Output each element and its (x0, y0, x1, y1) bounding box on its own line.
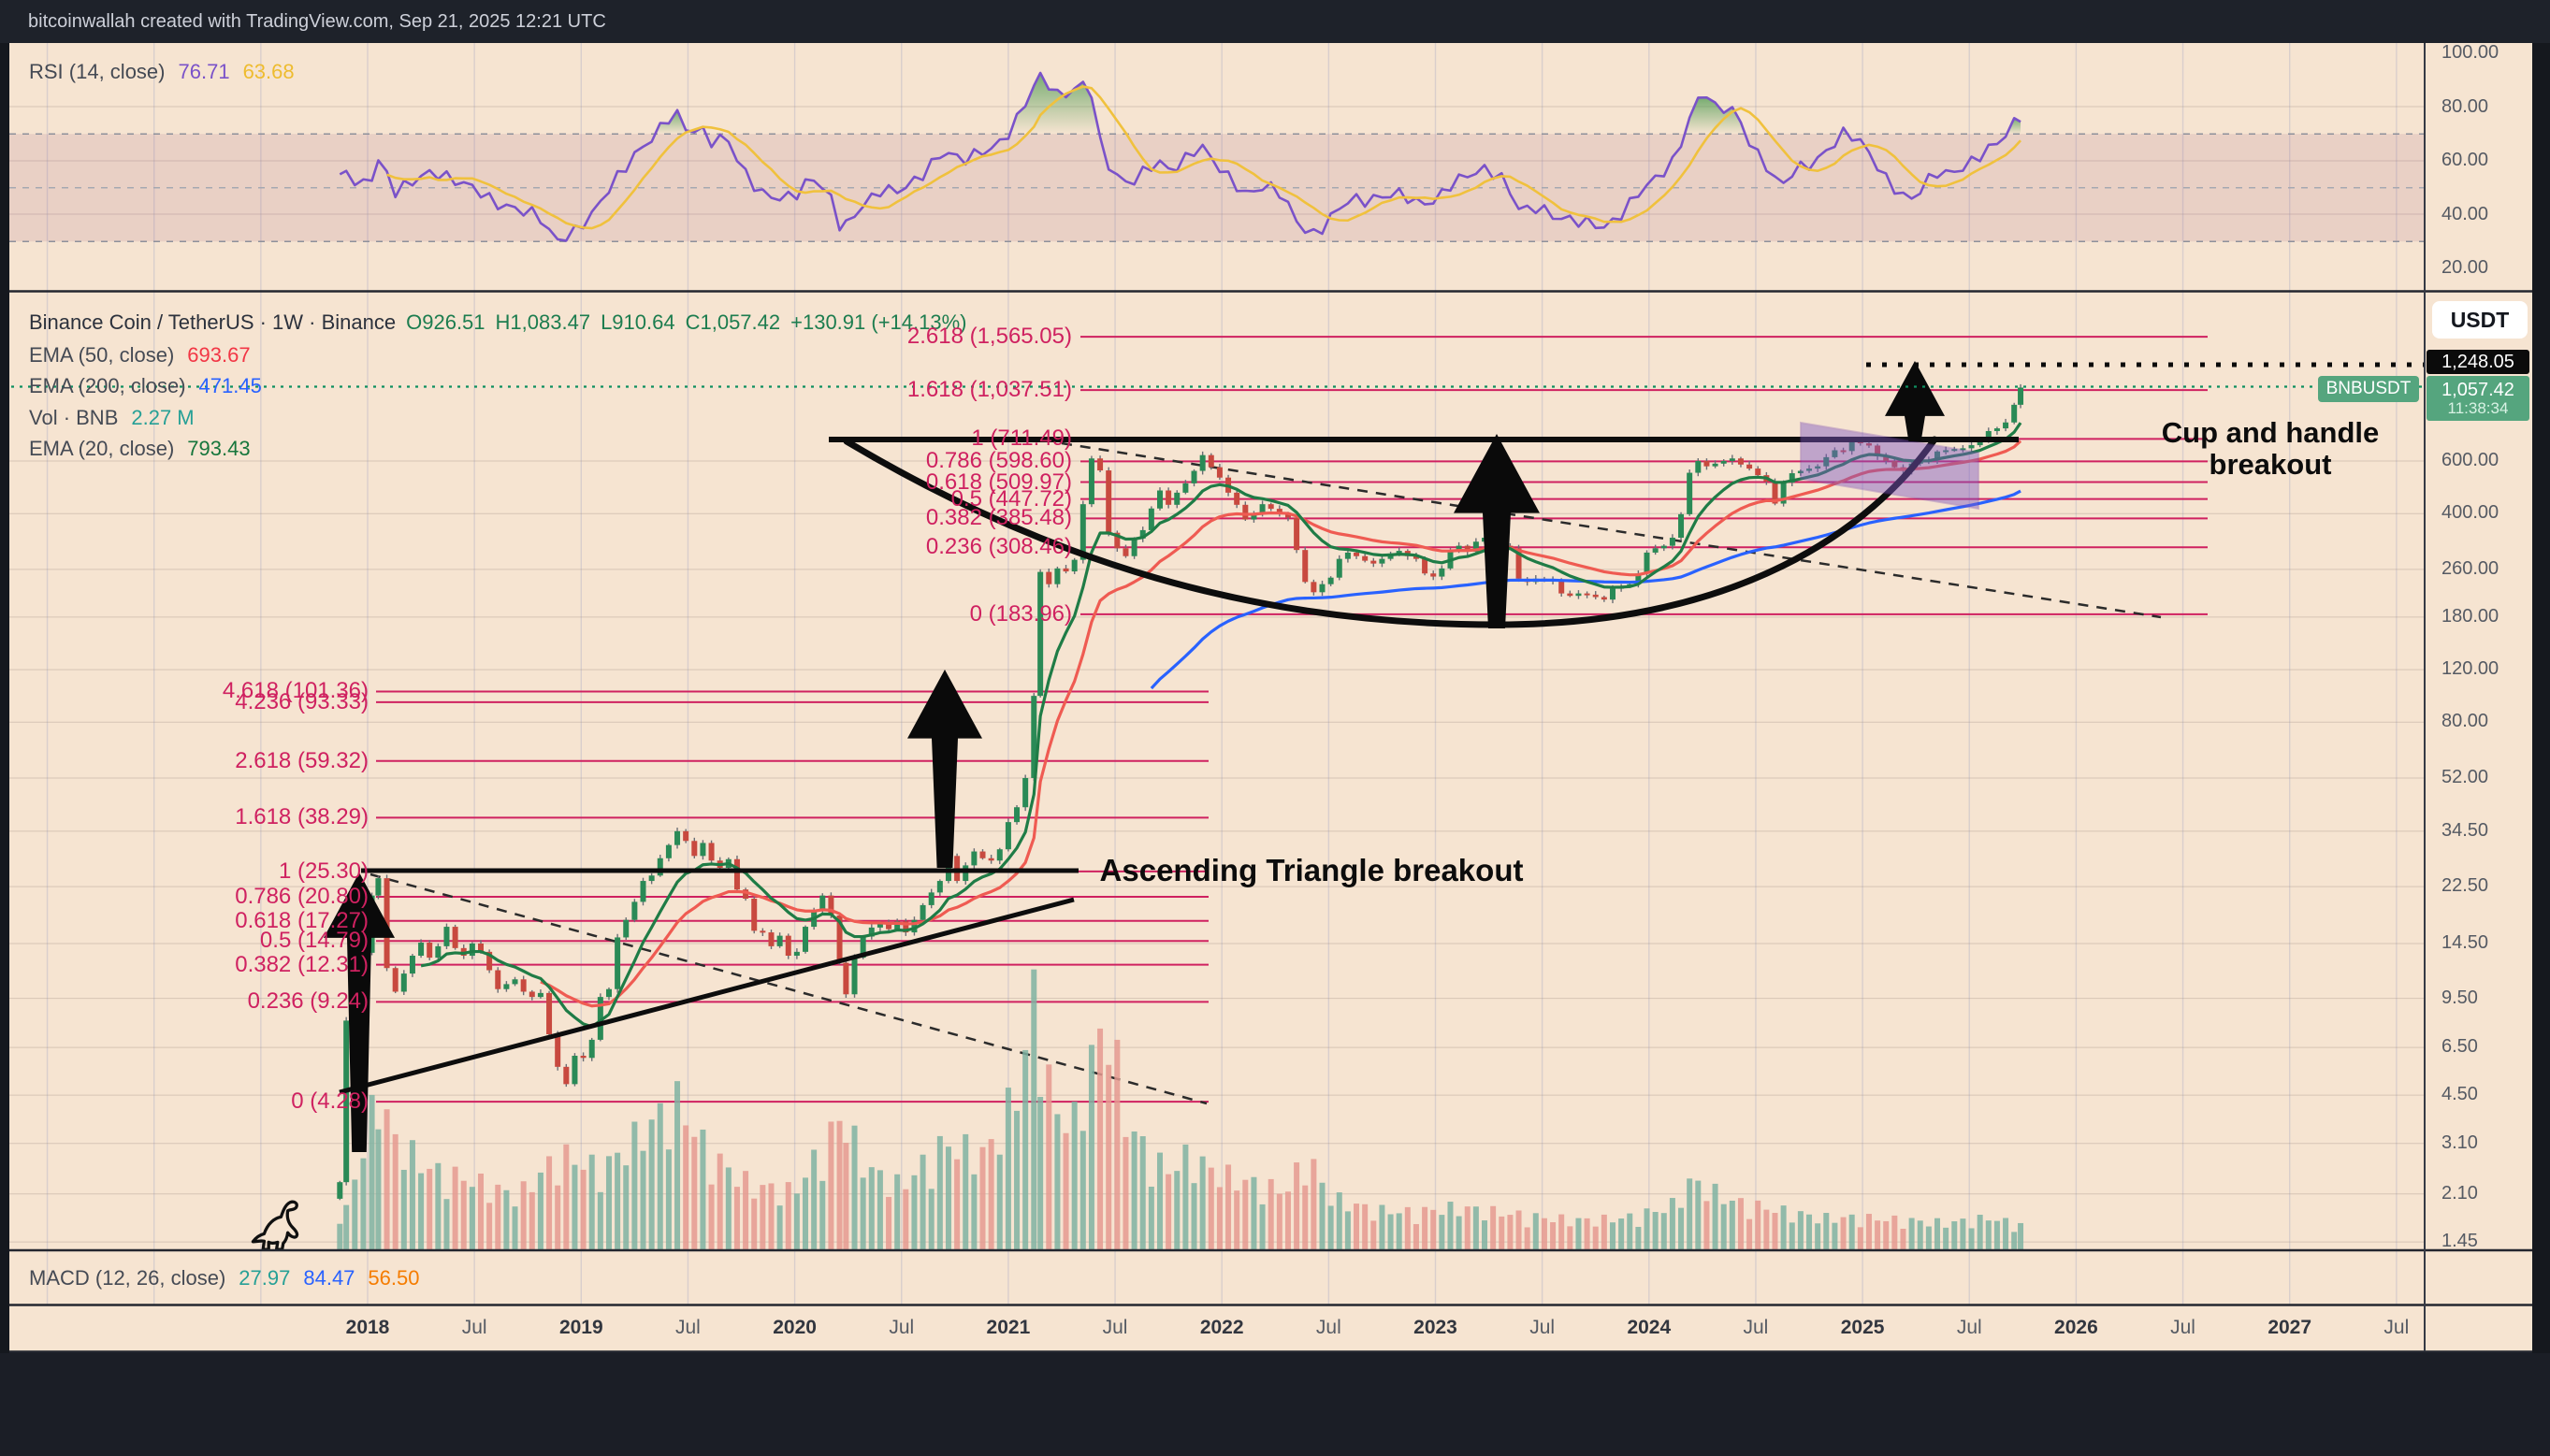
ascending-triangle-drawing[interactable] (339, 868, 1079, 1095)
footer-bar: TradingView (0, 1353, 2550, 1456)
volume-bars (337, 969, 2024, 1249)
dashed-trendlines[interactable] (369, 441, 2162, 1105)
chart-canvas[interactable] (9, 43, 2532, 1353)
fib-retracement-lower[interactable] (376, 690, 1209, 1103)
rsi-plot (339, 71, 2022, 242)
up-arrow-4[interactable] (1885, 361, 1945, 441)
up-arrow-2[interactable] (907, 670, 982, 868)
up-arrow-1[interactable] (324, 872, 395, 1152)
cup-and-handle-drawing[interactable] (829, 436, 2019, 628)
pane-separators[interactable] (9, 43, 2532, 1353)
dino-icon (251, 1200, 299, 1251)
rsi-band (9, 133, 2425, 243)
attribution-text: bitcoinwallah created with TradingView.c… (28, 11, 606, 32)
handle-flag-drawing[interactable] (1800, 421, 1979, 511)
time-axis[interactable] (9, 1306, 2425, 1351)
attribution-bar: bitcoinwallah created with TradingView.c… (0, 0, 2550, 43)
up-arrow-3[interactable] (1454, 434, 1540, 628)
currency-toggle-button[interactable]: USDT (2432, 301, 2528, 339)
price-scale[interactable] (2425, 43, 2532, 1351)
